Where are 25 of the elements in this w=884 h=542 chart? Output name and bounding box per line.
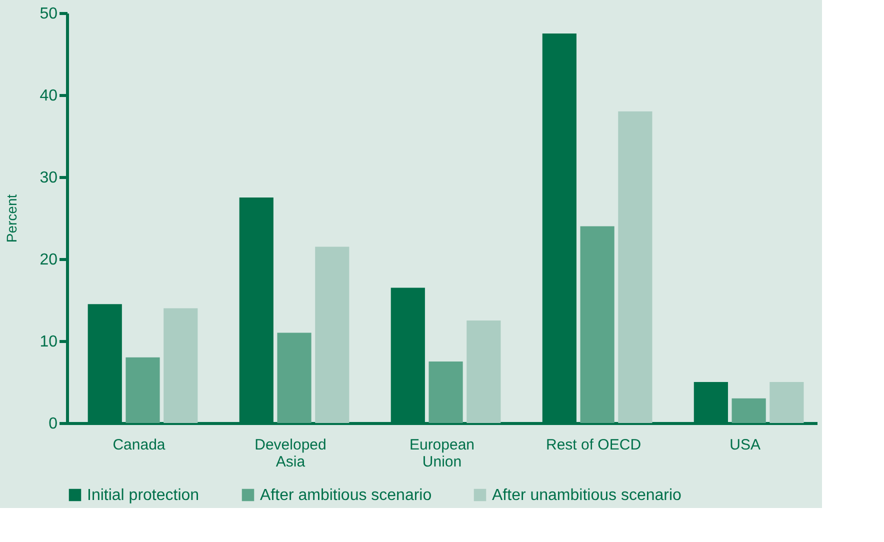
bar [770, 382, 804, 423]
legend-label: After ambitious scenario [260, 487, 432, 504]
legend-label: After unambitious scenario [492, 487, 682, 504]
y-tick-label: 50 [40, 6, 58, 22]
y-tick-label: 0 [48, 416, 58, 432]
bar [126, 357, 160, 423]
y-tick-label: 30 [40, 170, 58, 186]
bar [315, 246, 350, 423]
x-tick-label: European Union [409, 436, 475, 470]
bar [618, 111, 652, 423]
bar [164, 308, 198, 423]
y-tick-label: 40 [40, 88, 58, 104]
y-axis-title: Percent [4, 194, 20, 243]
y-tick-label: 20 [40, 252, 58, 268]
y-tick-label: 10 [40, 334, 58, 350]
x-tick-label: Developed Asia [254, 436, 326, 470]
bar [428, 362, 463, 423]
bar [277, 332, 312, 423]
x-tick-label: Rest of OECD [546, 436, 642, 454]
x-tick-label: USA [730, 436, 760, 454]
bar [466, 320, 501, 423]
bar [580, 226, 614, 423]
legend-label: Initial protection [87, 487, 200, 504]
bar [732, 398, 766, 423]
x-tick-label: Canada [112, 436, 166, 454]
